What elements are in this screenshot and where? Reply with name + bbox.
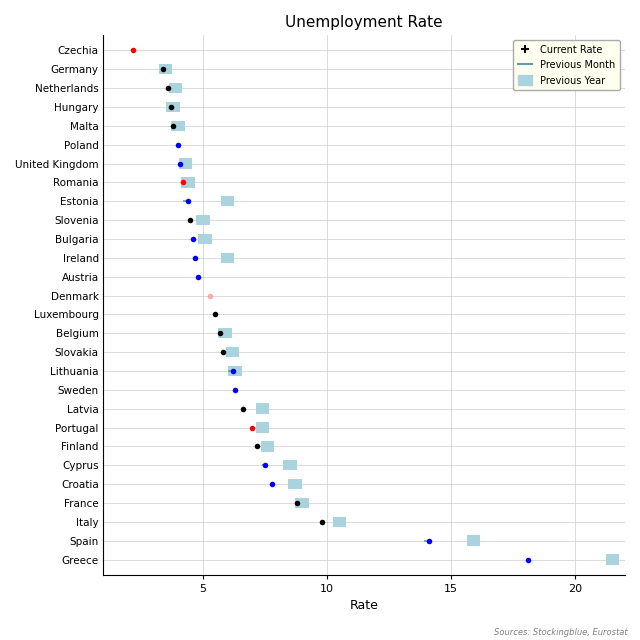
- Bar: [255, 403, 269, 414]
- Bar: [159, 64, 172, 74]
- Bar: [166, 102, 180, 112]
- Legend: Current Rate, Previous Month, Previous Year: Current Rate, Previous Month, Previous Y…: [513, 40, 620, 90]
- Bar: [169, 83, 182, 93]
- Bar: [221, 253, 234, 263]
- Bar: [255, 422, 269, 433]
- Bar: [171, 121, 185, 131]
- Bar: [228, 366, 242, 376]
- Bar: [181, 177, 195, 188]
- Bar: [218, 328, 232, 339]
- Bar: [605, 554, 620, 564]
- Bar: [295, 498, 309, 508]
- Text: Sources: Stockingblue, Eurostat: Sources: Stockingblue, Eurostat: [493, 628, 627, 637]
- Bar: [288, 479, 301, 490]
- Bar: [179, 158, 192, 169]
- Bar: [221, 196, 234, 207]
- Bar: [226, 347, 239, 357]
- Title: Unemployment Rate: Unemployment Rate: [285, 15, 443, 30]
- X-axis label: Rate: Rate: [350, 599, 379, 612]
- Bar: [333, 516, 346, 527]
- Bar: [260, 441, 274, 452]
- Bar: [196, 215, 210, 225]
- Bar: [198, 234, 212, 244]
- Bar: [283, 460, 296, 470]
- Bar: [467, 536, 481, 546]
